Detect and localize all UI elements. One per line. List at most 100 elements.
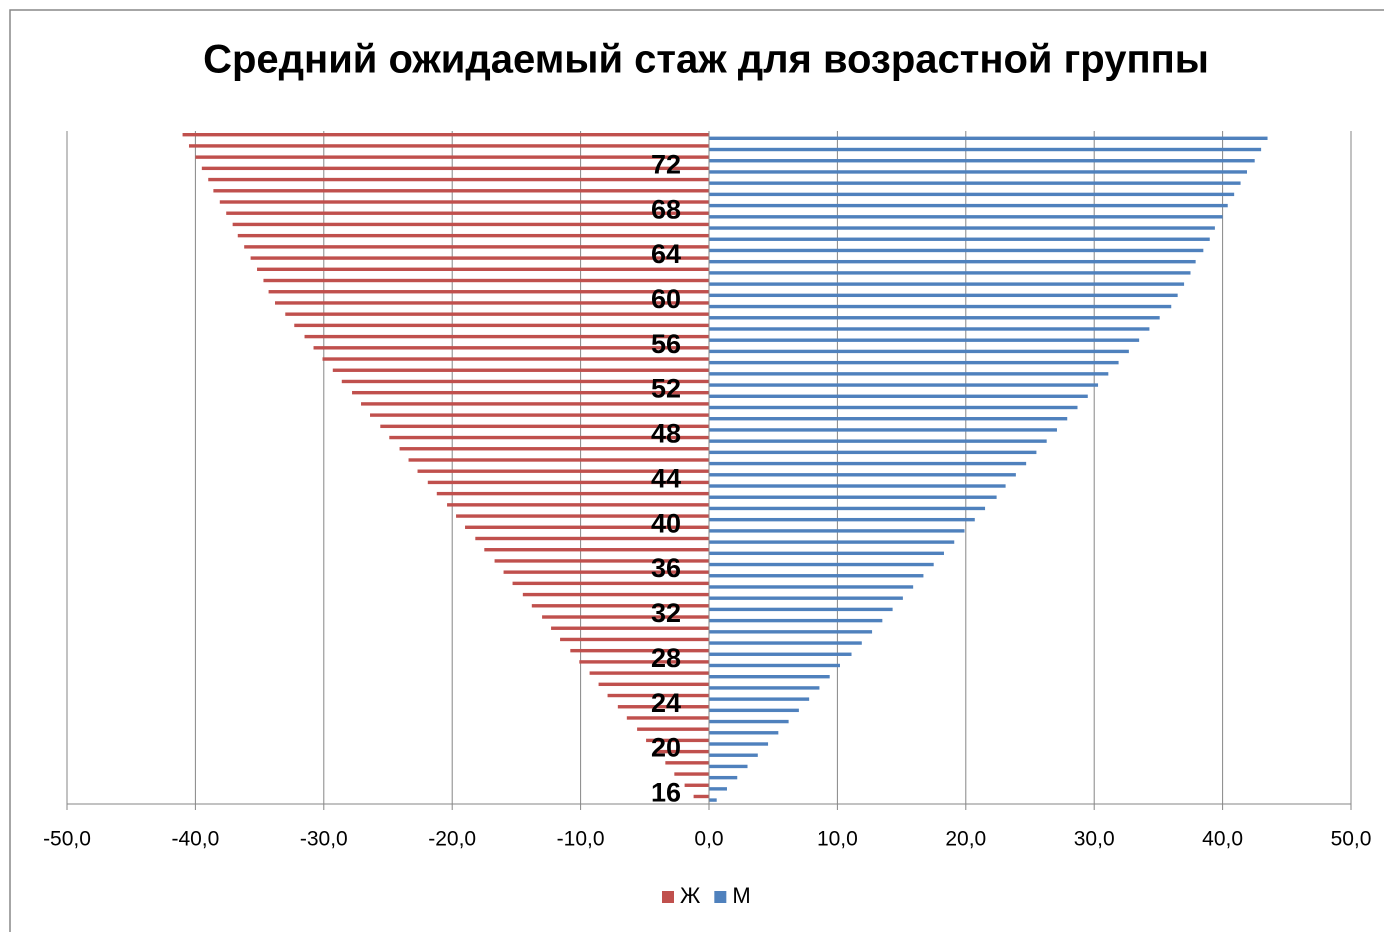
bar <box>709 753 758 757</box>
y-tick-label: 72 <box>651 149 681 179</box>
bar <box>709 529 965 533</box>
bar <box>709 607 893 612</box>
bar <box>709 439 1047 443</box>
bar <box>304 334 709 339</box>
bar <box>380 424 709 429</box>
bar <box>693 794 709 799</box>
x-tick-label: 0,0 <box>694 828 723 851</box>
bar <box>709 147 1262 152</box>
bar <box>709 506 986 511</box>
bar <box>389 435 709 440</box>
bar <box>589 671 709 675</box>
bar <box>257 267 709 271</box>
bar <box>709 798 717 802</box>
bar <box>598 682 709 687</box>
bar <box>341 379 709 384</box>
bar <box>709 181 1241 185</box>
bar <box>475 536 709 541</box>
bar <box>294 323 709 328</box>
y-tick-label: 28 <box>651 643 681 673</box>
y-tick-label: 16 <box>651 778 681 808</box>
bar <box>275 301 709 305</box>
bar <box>226 211 709 215</box>
bar <box>655 749 709 754</box>
bar <box>709 495 997 499</box>
bar <box>484 548 709 552</box>
x-tick-label: 10,0 <box>817 828 858 851</box>
bar <box>637 727 709 731</box>
legend-label: М <box>732 883 750 908</box>
bar <box>268 290 709 294</box>
x-tick-label: 20,0 <box>945 828 986 851</box>
bar <box>465 525 709 529</box>
bar <box>352 390 709 395</box>
y-tick-label: 36 <box>651 553 681 583</box>
bar <box>570 648 709 653</box>
bar <box>709 417 1068 421</box>
bar <box>512 581 709 586</box>
bar <box>709 719 789 724</box>
bar <box>456 514 709 518</box>
bar <box>579 660 709 664</box>
x-tick-label: 40,0 <box>1202 828 1243 851</box>
bar <box>709 271 1191 275</box>
bar <box>709 517 975 522</box>
bar <box>646 738 709 743</box>
x-tick-label: -10,0 <box>557 828 605 851</box>
bar <box>322 357 709 361</box>
bar <box>399 447 709 451</box>
bar <box>709 775 738 780</box>
bar <box>263 278 709 283</box>
bar <box>709 316 1160 320</box>
bar <box>709 484 1006 488</box>
bar <box>503 570 709 574</box>
x-tick-label: 30,0 <box>1074 828 1115 851</box>
legend-swatch <box>662 891 674 903</box>
bar <box>709 372 1109 376</box>
bar <box>417 469 709 473</box>
bar <box>542 615 709 619</box>
bar <box>237 233 709 238</box>
y-tick-label: 56 <box>651 329 681 359</box>
bar <box>709 731 779 735</box>
y-tick-label: 52 <box>651 374 681 404</box>
bar <box>436 491 709 496</box>
y-tick-label: 60 <box>651 284 681 314</box>
y-tick-label: 44 <box>651 463 681 493</box>
bar <box>188 144 710 148</box>
bar <box>250 256 709 260</box>
legend-label: Ж <box>680 883 701 908</box>
bar <box>213 189 709 193</box>
bar <box>709 192 1235 197</box>
bar <box>709 686 820 690</box>
bar <box>709 327 1150 331</box>
bar <box>709 259 1196 264</box>
chart-title: Средний ожидаемый стаж для возрастной гр… <box>203 38 1209 82</box>
bar <box>709 304 1172 309</box>
bar <box>709 618 883 623</box>
bar <box>709 742 769 746</box>
y-tick-label: 20 <box>651 733 681 763</box>
x-tick-label: -40,0 <box>171 828 219 851</box>
bar <box>361 402 709 406</box>
bar <box>709 596 903 600</box>
bar <box>219 200 709 204</box>
bar <box>709 215 1223 219</box>
bar <box>709 349 1129 354</box>
bar <box>709 585 914 589</box>
bar <box>709 383 1099 387</box>
bar <box>674 772 709 776</box>
bar <box>709 226 1215 230</box>
x-tick-label: 50,0 <box>1331 828 1372 851</box>
bar <box>626 716 709 720</box>
bar <box>665 761 709 765</box>
y-tick-label: 24 <box>651 688 681 718</box>
bar <box>370 413 709 417</box>
bar <box>709 394 1088 398</box>
bar <box>709 170 1247 174</box>
x-tick-label: -50,0 <box>43 828 91 851</box>
bar <box>182 133 709 137</box>
bar <box>195 155 709 159</box>
bar <box>313 346 709 350</box>
